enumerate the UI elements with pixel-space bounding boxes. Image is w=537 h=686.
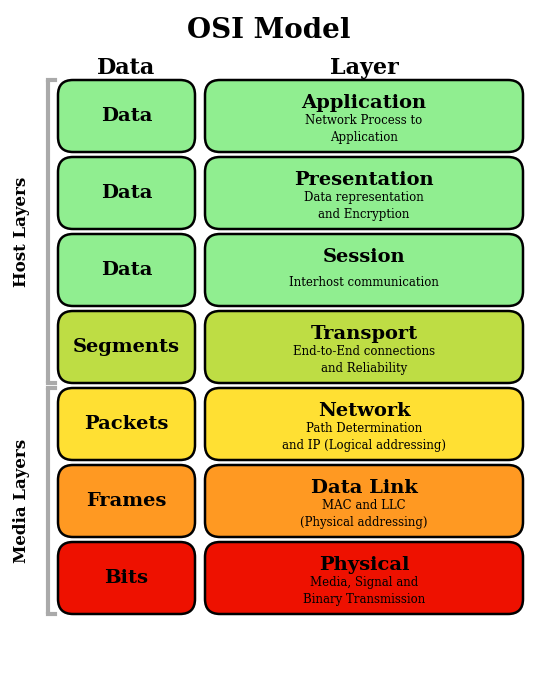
Text: Interhost communication: Interhost communication [289, 276, 439, 289]
Text: Network Process to
Application: Network Process to Application [306, 114, 423, 144]
Text: Layer: Layer [330, 57, 398, 79]
Text: Media, Signal and
Binary Transmission: Media, Signal and Binary Transmission [303, 576, 425, 606]
Text: End-to-End connections
and Reliability: End-to-End connections and Reliability [293, 345, 435, 375]
Text: Data Link: Data Link [310, 479, 417, 497]
FancyBboxPatch shape [58, 542, 195, 614]
Text: Network: Network [318, 402, 410, 420]
FancyBboxPatch shape [205, 542, 523, 614]
Text: Data: Data [97, 57, 156, 79]
Text: Physical: Physical [319, 556, 409, 574]
Text: Application: Application [301, 94, 426, 112]
FancyBboxPatch shape [205, 234, 523, 306]
FancyBboxPatch shape [58, 234, 195, 306]
Text: Segments: Segments [73, 338, 180, 356]
FancyBboxPatch shape [58, 388, 195, 460]
FancyBboxPatch shape [205, 388, 523, 460]
FancyBboxPatch shape [205, 465, 523, 537]
FancyBboxPatch shape [58, 80, 195, 152]
FancyBboxPatch shape [58, 465, 195, 537]
Text: Data: Data [101, 261, 153, 279]
Text: Session: Session [323, 248, 405, 266]
Text: Media Layers: Media Layers [13, 439, 31, 563]
Text: Host Layers: Host Layers [13, 176, 31, 287]
FancyBboxPatch shape [205, 80, 523, 152]
FancyBboxPatch shape [58, 157, 195, 229]
Text: Bits: Bits [105, 569, 149, 587]
Text: MAC and LLC
(Physical addressing): MAC and LLC (Physical addressing) [300, 499, 428, 529]
Text: Path Determination
and IP (Logical addressing): Path Determination and IP (Logical addre… [282, 422, 446, 452]
Text: OSI Model: OSI Model [187, 16, 350, 43]
Text: Presentation: Presentation [294, 171, 434, 189]
FancyBboxPatch shape [205, 311, 523, 383]
Text: Transport: Transport [310, 325, 418, 343]
FancyBboxPatch shape [205, 157, 523, 229]
FancyBboxPatch shape [58, 311, 195, 383]
Text: Data: Data [101, 184, 153, 202]
Text: Data representation
and Encryption: Data representation and Encryption [304, 191, 424, 221]
Text: Packets: Packets [84, 415, 169, 433]
Text: Frames: Frames [86, 492, 166, 510]
Text: Data: Data [101, 107, 153, 125]
